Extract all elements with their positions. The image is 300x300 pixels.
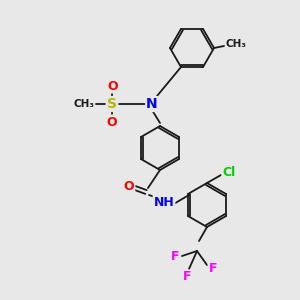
Text: F: F: [209, 262, 217, 275]
Text: S: S: [107, 97, 117, 111]
Text: CH₃: CH₃: [226, 39, 247, 49]
Text: F: F: [171, 250, 179, 262]
Text: N: N: [146, 97, 158, 111]
Text: NH: NH: [154, 196, 174, 208]
Text: O: O: [124, 181, 134, 194]
Text: F: F: [183, 271, 191, 284]
Text: O: O: [108, 80, 118, 92]
Text: CH₃: CH₃: [74, 99, 94, 109]
Text: O: O: [107, 116, 117, 128]
Text: Cl: Cl: [222, 166, 236, 178]
